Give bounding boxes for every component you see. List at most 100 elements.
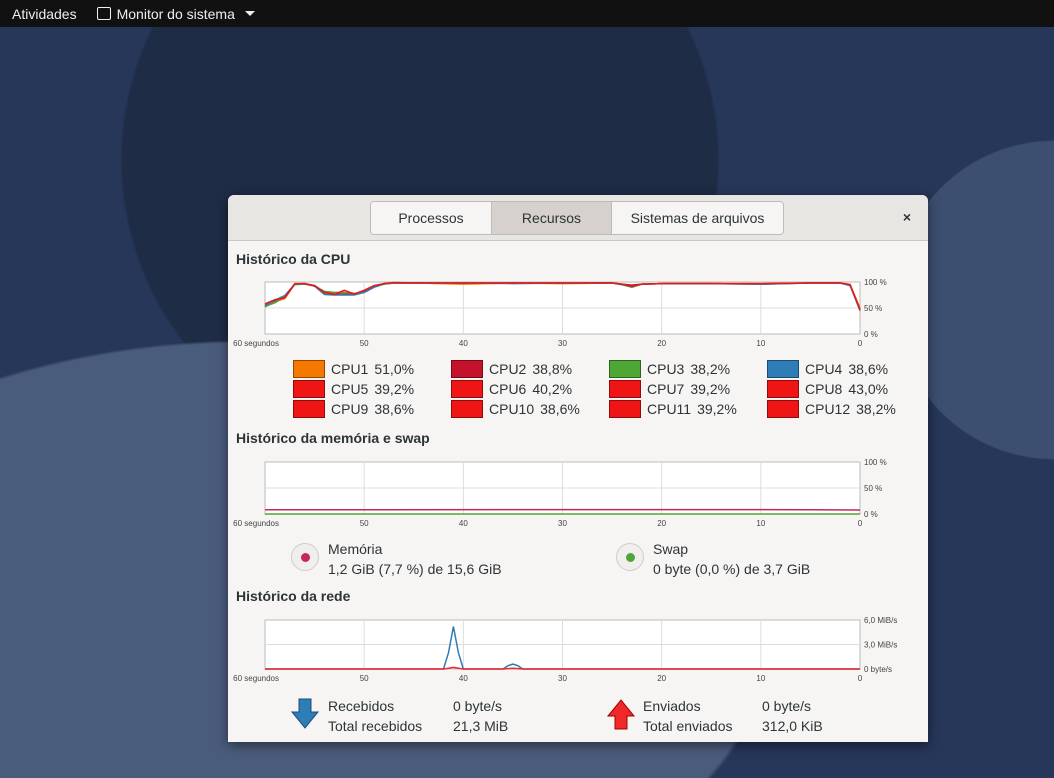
cpu-legend-label: CPU1 xyxy=(331,361,369,377)
x-tick-label: 60 segundos xyxy=(233,674,279,683)
x-tick-label: 40 xyxy=(459,339,468,348)
memory-history-title: Histórico da memória e swap xyxy=(236,430,430,446)
cpu-color-swatch[interactable] xyxy=(767,400,799,418)
x-tick-label: 20 xyxy=(657,519,666,528)
cpu-legend-label: CPU4 xyxy=(805,361,843,377)
cpu-legend-item[interactable]: CPU6 40,2% xyxy=(451,380,572,398)
app-menu[interactable]: Monitor do sistema xyxy=(96,5,255,22)
tab-resources[interactable]: Recursos xyxy=(492,202,612,234)
cpu-legend-label: CPU7 xyxy=(647,381,685,397)
cpu-legend-label: CPU10 xyxy=(489,401,535,417)
cpu-legend-item[interactable]: CPU1 51,0% xyxy=(293,360,414,378)
cpu-color-swatch[interactable] xyxy=(609,380,641,398)
swap-label: Swap xyxy=(653,541,689,557)
cpu-legend-value: 51,0% xyxy=(374,361,415,377)
tab-processes[interactable]: Processos xyxy=(371,202,492,234)
download-arrow-icon xyxy=(290,698,320,729)
cpu-legend-label: CPU6 xyxy=(489,381,527,397)
cpu-color-swatch[interactable] xyxy=(293,380,325,398)
sent-label: Enviados xyxy=(643,698,701,714)
cpu-color-swatch[interactable] xyxy=(451,380,483,398)
x-tick-label: 60 segundos xyxy=(233,339,279,348)
y-tick-label: 100 % xyxy=(864,278,887,287)
cpu-legend-item[interactable]: CPU10 38,6% xyxy=(451,400,580,418)
x-tick-label: 0 xyxy=(858,339,863,348)
x-tick-label: 10 xyxy=(756,674,765,683)
app-menu-label: Monitor do sistema xyxy=(116,5,235,22)
x-tick-label: 40 xyxy=(459,519,468,528)
cpu-color-swatch[interactable] xyxy=(767,380,799,398)
tab-file-systems[interactable]: Sistemas de arquivos xyxy=(612,202,783,234)
cpu-color-swatch[interactable] xyxy=(293,400,325,418)
cpu-legend-label: CPU3 xyxy=(647,361,685,377)
network-history-title: Histórico da rede xyxy=(236,588,351,604)
swap-info: Swap 0 byte (0,0 %) de 3,7 GiB xyxy=(653,539,810,579)
cpu-color-swatch[interactable] xyxy=(767,360,799,378)
sent-rate: 0 byte/s xyxy=(762,698,812,714)
cpu-color-swatch[interactable] xyxy=(293,360,325,378)
received-info: Recebidos 0 byte/s Total recebidos 21,3 Mi… xyxy=(328,696,528,736)
cpu-color-swatch[interactable] xyxy=(609,400,641,418)
cpu-legend-value: 38,8% xyxy=(532,361,573,377)
cpu-color-swatch[interactable] xyxy=(451,400,483,418)
sent-info: Enviados 0 byte/s Total enviados 312,0 KiB xyxy=(643,696,843,736)
cpu-legend-value: 38,2% xyxy=(690,361,731,377)
x-tick-label: 10 xyxy=(756,519,765,528)
total-received-label: Total recebidos xyxy=(328,718,423,734)
memory-info: Memória 1,2 GiB (7,7 %) de 15,6 GiB xyxy=(328,539,502,579)
cpu-color-swatch[interactable] xyxy=(451,360,483,378)
system-monitor-icon xyxy=(96,7,111,20)
x-tick-label: 50 xyxy=(360,674,369,683)
cpu-legend-item[interactable]: CPU7 39,2% xyxy=(609,380,730,398)
y-tick-label: 0 % xyxy=(864,330,878,339)
y-tick-label: 0 % xyxy=(864,510,878,519)
y-tick-label: 6,0 MiB/s xyxy=(864,616,897,625)
y-tick-label: 100 % xyxy=(864,458,887,467)
swap-gauge-icon xyxy=(616,543,644,571)
cpu-legend-value: 38,6% xyxy=(540,401,580,417)
cpu-legend-item[interactable]: CPU4 38,6% xyxy=(767,360,888,378)
cpu-legend-label: CPU12 xyxy=(805,401,851,417)
total-sent-label: Total enviados xyxy=(643,718,733,734)
cpu-legend-value: 39,2% xyxy=(690,381,731,397)
cpu-legend-value: 38,2% xyxy=(856,401,896,417)
x-tick-label: 30 xyxy=(558,339,567,348)
memory-label: Memória xyxy=(328,541,383,557)
cpu-chart: 100 % 50 % 0 % 60 segundos 50 40 30 20 10 0 xyxy=(233,278,887,348)
y-tick-label: 0 byte/s xyxy=(864,665,892,674)
cpu-legend-item[interactable]: CPU12 38,2% xyxy=(767,400,896,418)
cpu-legend-item[interactable]: CPU3 38,2% xyxy=(609,360,730,378)
x-tick-label: 20 xyxy=(657,339,666,348)
cpu-legend-item[interactable]: CPU2 38,8% xyxy=(451,360,572,378)
cpu-legend-value: 39,2% xyxy=(374,381,415,397)
close-icon[interactable]: × xyxy=(902,209,911,225)
memory-value: 1,2 GiB (7,7 %) de 15,6 GiB xyxy=(328,561,502,577)
cpu-legend-item[interactable]: CPU5 39,2% xyxy=(293,380,414,398)
activities-button[interactable]: Atividades xyxy=(12,5,77,22)
cpu-legend-item[interactable]: CPU8 43,0% xyxy=(767,380,888,398)
cpu-legend-value: 38,6% xyxy=(374,401,415,417)
received-label: Recebidos xyxy=(328,698,395,714)
swap-value: 0 byte (0,0 %) de 3,7 GiB xyxy=(653,561,811,577)
x-tick-label: 30 xyxy=(558,674,567,683)
x-tick-label: 20 xyxy=(657,674,666,683)
cpu-legend-label: CPU5 xyxy=(331,381,369,397)
cpu-legend-item[interactable]: CPU9 38,6% xyxy=(293,400,414,418)
network-chart: 6,0 MiB/s 3,0 MiB/s 0 byte/s 60 segundos 50 4… xyxy=(233,616,897,683)
memory-chart: 100 % 50 % 0 % 60 segundos 50 40 30 20 10 0 xyxy=(233,458,887,528)
x-tick-label: 30 xyxy=(558,519,567,528)
upload-arrow-icon xyxy=(606,699,636,730)
cpu-legend-value: 40,2% xyxy=(532,381,573,397)
cpu-legend-label: CPU8 xyxy=(805,381,843,397)
cpu-legend-label: CPU9 xyxy=(331,401,369,417)
x-tick-label: 0 xyxy=(858,519,863,528)
y-tick-label: 50 % xyxy=(864,304,882,313)
x-tick-label: 50 xyxy=(360,519,369,528)
cpu-legend-label: CPU2 xyxy=(489,361,527,377)
cpu-color-swatch[interactable] xyxy=(609,360,641,378)
cpu-legend-value: 39,2% xyxy=(697,401,737,417)
series-line-enviados xyxy=(265,666,860,670)
series-line-cpu8 xyxy=(264,281,861,310)
cpu-legend-item[interactable]: CPU11 39,2% xyxy=(609,400,737,418)
